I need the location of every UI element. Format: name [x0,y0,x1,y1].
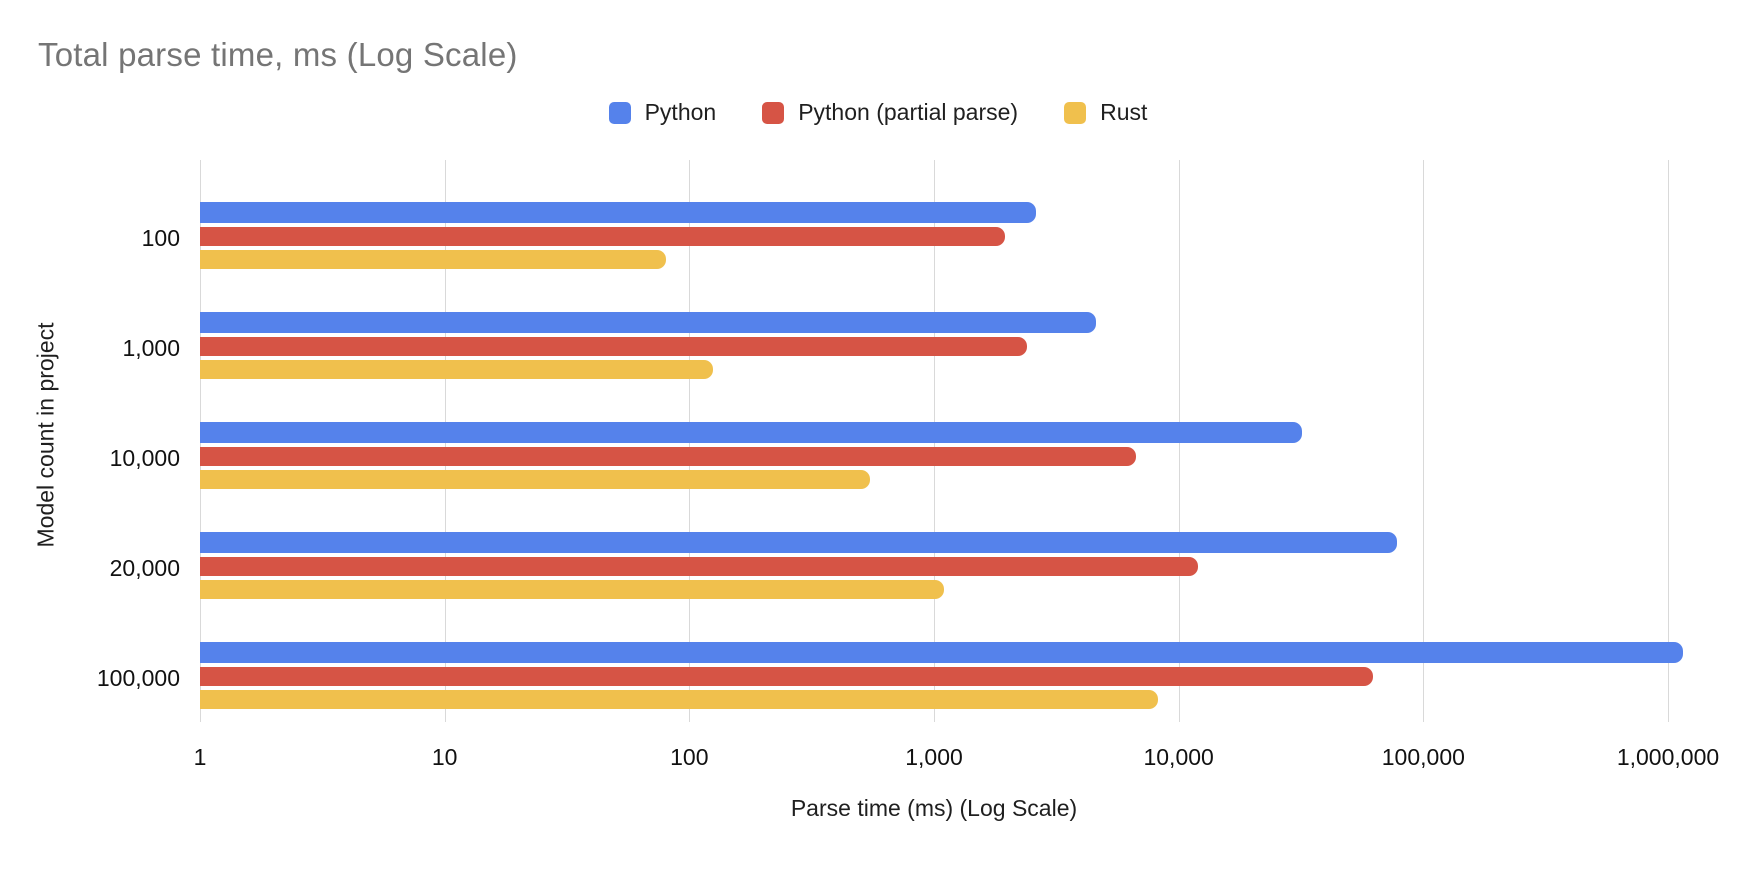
legend-swatch-icon [762,101,785,124]
bar-python-1000 [200,312,1097,333]
bar-python-100 [200,202,1036,223]
y-category-label: 10,000 [109,445,180,471]
bar-python-100000 [200,642,1683,663]
legend-label: Python [644,99,717,125]
y-category-label: 100,000 [96,665,180,691]
x-tick-label: 100 [670,744,709,770]
bar-python-partial-parse-20000 [200,557,1199,576]
x-axis-title: Parse time (ms) (Log Scale) [790,795,1078,821]
y-category-label: 1,000 [122,335,180,361]
legend-swatch-icon [608,101,631,124]
gridline [1668,160,1669,722]
x-tick-label: 10,000 [1143,744,1214,770]
bar-python-20000 [200,532,1397,553]
bar-rust-20000 [200,580,945,599]
x-tick-label: 10 [431,744,458,770]
legend-item-2: Python (partial parse) [762,99,1018,126]
legend-label: Python (partial parse) [798,99,1019,125]
y-axis-title: Model count in project [32,322,59,548]
legend-label: Rust [1100,99,1148,125]
bar-rust-10000 [200,470,871,489]
bar-python-partial-parse-10000 [200,447,1137,466]
bar-python-10000 [200,422,1303,443]
bar-python-partial-parse-100 [200,227,1005,246]
bar-rust-100 [200,250,666,269]
legend: Python Python (partial parse) Rust [0,99,1756,126]
x-tick-label: 100,000 [1381,744,1465,770]
x-tick-label: 1 [193,744,207,770]
bar-python-partial-parse-1000 [200,337,1028,356]
x-tick-label: 1,000,000 [1616,744,1720,770]
y-category-label: 100 [141,225,180,251]
bar-rust-100000 [200,690,1158,709]
bar-python-partial-parse-100000 [200,667,1373,686]
y-category-label: 20,000 [109,555,180,581]
chart-title: Total parse time, ms (Log Scale) [38,36,518,73]
gridline [1423,160,1425,722]
legend-item-1: Python [608,99,717,126]
bar-rust-1000 [200,360,714,379]
legend-item-3: Rust [1064,99,1147,126]
x-tick-label: 1,000 [905,744,963,770]
plot-area: 1 10 100 1,000 10,000 100,000 1,000,000 100 1,00… [97,160,1719,770]
legend-swatch-icon [1064,101,1087,124]
